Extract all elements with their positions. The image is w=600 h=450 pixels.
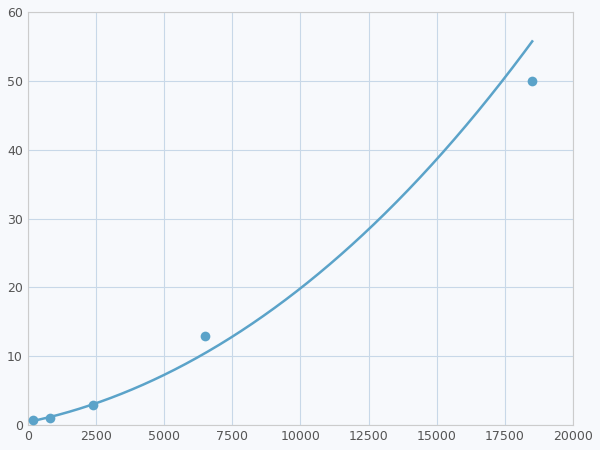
Point: [88, 401, 98, 408]
Point: [28, 417, 38, 424]
Point: [527, 77, 537, 85]
Point: [45, 415, 55, 422]
Point: [200, 332, 210, 339]
